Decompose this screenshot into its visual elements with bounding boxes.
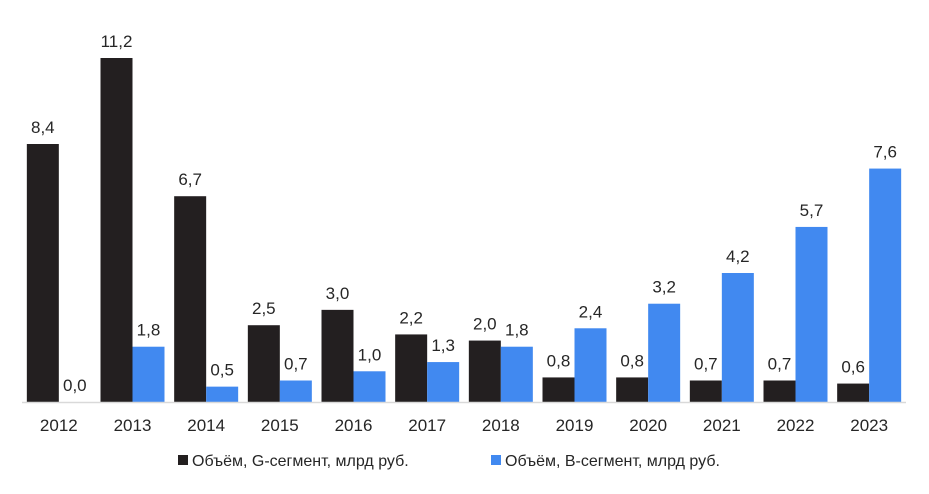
value-label-g-2022: 0,7 [768, 355, 792, 374]
value-label-b-2016: 1,0 [358, 345, 382, 364]
value-label-g-2015: 2,5 [252, 299, 276, 318]
x-tick-label-2023: 2023 [850, 416, 888, 435]
bar-g-segment-2021 [689, 380, 722, 402]
bar-b-segment-2018 [500, 346, 533, 402]
value-label-g-2021: 0,7 [694, 355, 718, 374]
bars-group [26, 58, 902, 402]
bar-g-segment-2016 [321, 309, 354, 402]
bar-g-segment-2019 [542, 377, 575, 402]
bar-g-segment-2014 [174, 196, 207, 402]
value-label-g-2012: 8,4 [31, 118, 55, 137]
value-label-b-2020: 3,2 [652, 278, 676, 297]
x-tick-label-2016: 2016 [335, 416, 373, 435]
value-label-g-2014: 6,7 [178, 170, 202, 189]
bar-b-segment-2019 [574, 328, 607, 402]
value-label-b-2012: 0,0 [63, 376, 87, 395]
x-tick-label-2020: 2020 [629, 416, 667, 435]
value-label-g-2020: 0,8 [620, 351, 644, 370]
value-label-b-2023: 7,6 [873, 143, 897, 162]
bar-b-segment-2021 [721, 273, 754, 402]
value-label-b-2013: 1,8 [137, 321, 161, 340]
value-label-g-2017: 2,2 [399, 308, 423, 327]
x-tick-label-2019: 2019 [556, 416, 594, 435]
bar-g-segment-2017 [395, 334, 428, 402]
value-label-b-2021: 4,2 [726, 247, 750, 266]
legend-swatch-g-segment [178, 455, 188, 465]
bar-b-segment-2017 [427, 362, 460, 402]
x-tick-labels-group: 2012 2013 2014 2015 2016 2017 2018 2019 2020 2021… [40, 416, 888, 435]
legend-swatch-b-segment [491, 455, 501, 465]
legend-label-g-segment: Объём, G-сегмент, млрд руб. [192, 453, 409, 470]
value-label-b-2017: 1,3 [431, 336, 455, 355]
value-label-g-2023: 0,6 [841, 358, 865, 377]
value-label-b-2018: 1,8 [505, 321, 529, 340]
x-tick-label-2017: 2017 [408, 416, 446, 435]
bar-g-segment-2012 [26, 144, 59, 402]
value-label-g-2016: 3,0 [326, 284, 350, 303]
bar-b-segment-2014 [206, 386, 239, 402]
value-label-g-2013: 11,2 [101, 32, 133, 51]
value-label-b-2015: 0,7 [284, 355, 308, 374]
bar-g-segment-2018 [468, 340, 501, 402]
x-tick-label-2022: 2022 [777, 416, 815, 435]
value-label-g-2019: 0,8 [547, 351, 571, 370]
bar-b-segment-2023 [869, 168, 902, 402]
x-tick-label-2021: 2021 [703, 416, 741, 435]
bar-b-segment-2020 [648, 303, 681, 402]
bar-b-segment-2015 [279, 380, 312, 402]
legend-label-b-segment: Объём, B-сегмент, млрд руб. [505, 453, 720, 470]
bar-b-segment-2022 [795, 226, 828, 402]
x-tick-label-2018: 2018 [482, 416, 520, 435]
value-label-b-2014: 0,5 [210, 361, 234, 380]
legend: Объём, G-сегмент, млрд руб. Объём, B-сегм… [178, 453, 720, 470]
bar-b-segment-2013 [132, 346, 165, 402]
bar-g-segment-2022 [763, 380, 796, 402]
bar-g-segment-2020 [616, 377, 649, 402]
bar-b-segment-2016 [353, 371, 386, 402]
bar-g-segment-2015 [247, 325, 280, 402]
bar-g-segment-2023 [837, 383, 870, 402]
x-tick-label-2012: 2012 [40, 416, 78, 435]
value-label-g-2018: 2,0 [473, 315, 497, 334]
x-tick-label-2013: 2013 [114, 416, 152, 435]
x-tick-label-2015: 2015 [261, 416, 299, 435]
value-label-b-2019: 2,4 [579, 302, 603, 321]
x-tick-label-2014: 2014 [187, 416, 225, 435]
value-labels-group: 8,4 0,0 11,2 1,8 6,7 0,5 2,5 0,7 3,0 1,0 2,2 1,3 2,0… [31, 32, 897, 395]
value-label-b-2022: 5,7 [800, 201, 824, 220]
bar-g-segment-2013 [100, 58, 133, 402]
